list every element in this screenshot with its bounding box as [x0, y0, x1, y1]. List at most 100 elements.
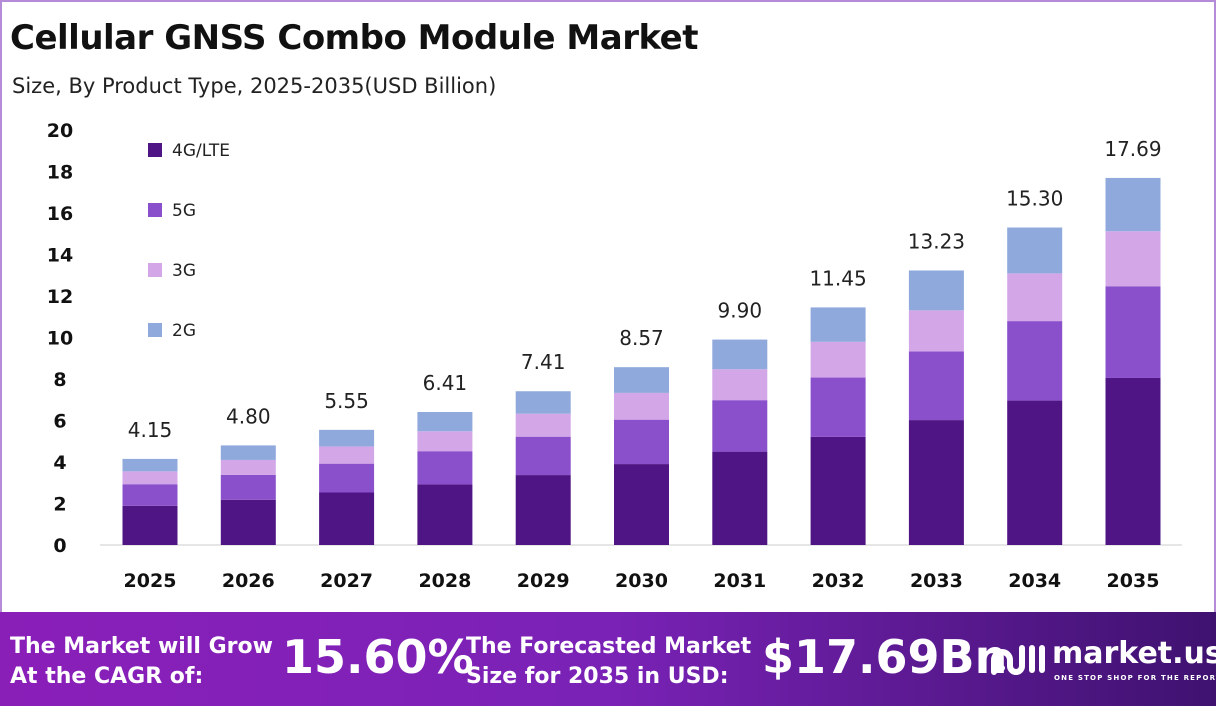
y-tick-label: 0	[53, 535, 66, 557]
y-tick-label: 18	[47, 162, 73, 184]
bar-segment-5g	[712, 400, 768, 452]
cagr-value: 15.60%	[282, 630, 474, 684]
bar-segment-3g	[810, 341, 866, 378]
legend-swatch	[148, 203, 162, 217]
logo-mark-icon	[991, 645, 1045, 675]
x-tick-label: 2026	[222, 570, 275, 592]
bar-segment-4glte	[417, 484, 473, 545]
bar-segment-5g	[614, 419, 669, 465]
logo-tagline: ONE STOP SHOP FOR THE REPORTS	[1054, 674, 1216, 682]
market-size-label: The Forecasted Market Size for 2035 in US…	[466, 632, 751, 692]
bar-segment-4glte	[1007, 400, 1063, 545]
total-label: 11.45	[809, 266, 866, 290]
bar-segment-4glte	[810, 436, 866, 545]
y-tick-label: 10	[47, 328, 73, 350]
x-tick-label: 2035	[1107, 570, 1160, 592]
bar-segment-2g	[712, 339, 768, 370]
bar-segment-5g	[810, 377, 866, 437]
y-tick-label: 8	[53, 369, 66, 391]
x-tick-label: 2032	[812, 570, 865, 592]
bar-segment-5g	[908, 351, 964, 421]
chart-subtitle: Size, By Product Type, 2025-2035(USD Bil…	[12, 74, 497, 98]
bar-segment-2g	[220, 445, 276, 460]
legend-swatch	[148, 143, 162, 157]
bar-segment-5g	[515, 436, 571, 476]
y-tick-label: 6	[53, 411, 66, 433]
total-label: 5.55	[324, 389, 369, 413]
x-tick-label: 2030	[615, 570, 668, 592]
bar-segment-4glte	[1105, 377, 1161, 545]
bar-segment-2g	[515, 391, 571, 414]
bar-segment-5g	[417, 451, 473, 485]
size-label-line1: The Forecasted Market	[466, 634, 752, 659]
cagr-label-line1: The Market will Grow	[10, 634, 273, 659]
bar-segment-2g	[122, 458, 178, 472]
bar-segment-5g	[1007, 321, 1063, 401]
bar-segment-2g	[417, 411, 473, 432]
market-size-value: $17.69Bn	[762, 630, 1008, 684]
bar-segment-5g	[1105, 286, 1161, 378]
bar-segment-3g	[1007, 273, 1063, 322]
legend-label: 5G	[172, 201, 196, 221]
y-tick-label: 12	[47, 286, 73, 308]
total-label: 7.41	[521, 350, 566, 374]
bar-segment-2g	[810, 307, 866, 342]
chart-title: Cellular GNSS Combo Module Market	[10, 18, 699, 58]
x-tick-label: 2034	[1008, 570, 1061, 592]
x-tick-label: 2027	[320, 570, 373, 592]
total-label: 4.15	[128, 418, 173, 442]
x-tick-label: 2031	[713, 570, 766, 592]
bar-segment-2g	[1105, 177, 1161, 232]
bar-segment-3g	[515, 413, 571, 437]
bar-segment-4glte	[515, 475, 571, 545]
y-tick-label: 14	[47, 245, 73, 267]
logo-text: market.us	[1052, 636, 1216, 671]
x-tick-label: 2028	[418, 570, 471, 592]
total-label: 13.23	[908, 229, 965, 253]
bar-segment-3g	[220, 459, 276, 475]
y-tick-label: 4	[53, 452, 66, 474]
y-tick-label: 16	[47, 203, 73, 225]
bar-segment-3g	[614, 392, 669, 420]
cagr-label-line2: At the CAGR of:	[10, 664, 204, 689]
legend-swatch	[148, 323, 162, 337]
size-label-line2: Size for 2035 in USD:	[466, 664, 729, 689]
x-tick-label: 2033	[910, 570, 963, 592]
bar-segment-2g	[908, 270, 964, 311]
bar-segment-4glte	[712, 451, 768, 545]
x-tick-label: 2029	[517, 570, 570, 592]
y-tick-label: 2	[53, 494, 66, 516]
y-tick-label: 20	[47, 120, 73, 142]
total-label: 9.90	[718, 299, 763, 323]
bar-segment-5g	[122, 484, 178, 506]
total-label: 4.80	[226, 404, 271, 428]
total-label: 8.57	[619, 326, 664, 350]
bar-segment-3g	[908, 310, 964, 352]
bar-segment-4glte	[614, 464, 669, 545]
bar-segment-3g	[417, 431, 473, 452]
total-label: 6.41	[423, 371, 468, 395]
legend-label: 3G	[172, 261, 196, 281]
legend-label: 4G/LTE	[172, 141, 230, 161]
bar-segment-2g	[1007, 227, 1063, 274]
bar-segment-5g	[220, 474, 276, 500]
bar-segment-4glte	[319, 492, 375, 545]
bar-segment-3g	[319, 446, 375, 464]
footer-banner: The Market will Grow At the CAGR of: 15.6…	[0, 612, 1216, 706]
bar-segment-2g	[614, 367, 669, 393]
total-label: 17.69	[1104, 137, 1161, 161]
legend-label: 2G	[172, 321, 196, 341]
bar-segment-3g	[1105, 231, 1161, 287]
cagr-label: The Market will Grow At the CAGR of:	[10, 632, 273, 692]
bar-segment-4glte	[122, 505, 178, 545]
bar-segment-3g	[712, 369, 768, 401]
bar-segment-5g	[319, 463, 375, 493]
market-us-logo[interactable]: market.us ONE STOP SHOP FOR THE REPORTS	[986, 634, 1216, 684]
bar-segment-3g	[122, 471, 178, 485]
stacked-bar-chart: 0 2 4 6 8 10 12 14 16 18 20 4.15 2025 4.80 2026 5.55 202…	[47, 120, 1182, 592]
x-tick-label: 2025	[124, 570, 177, 592]
legend-swatch	[148, 263, 162, 277]
bar-segment-4glte	[908, 420, 964, 545]
bar-segment-2g	[319, 429, 375, 447]
